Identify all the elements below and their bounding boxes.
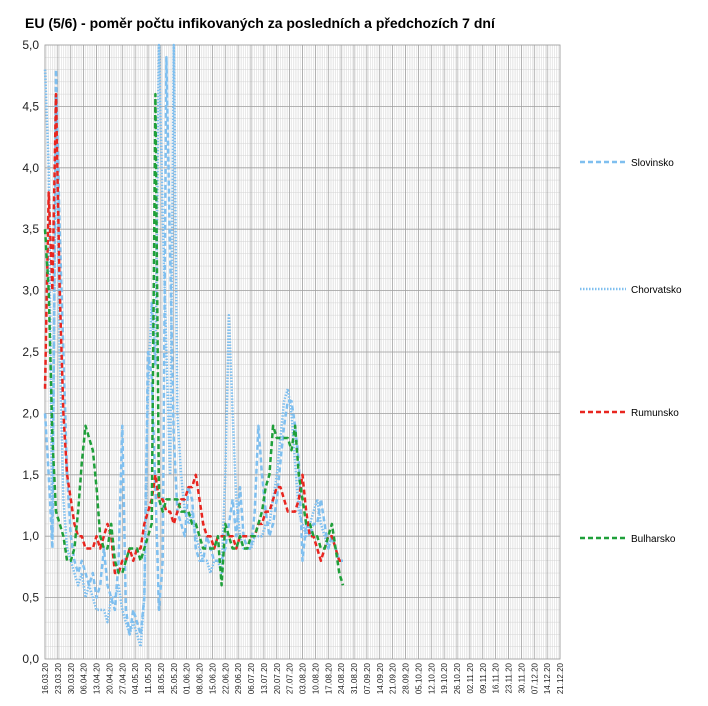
legend-label: Chorvatsko — [631, 285, 682, 296]
x-tick-label: 23.03.20 — [54, 662, 63, 694]
legend-label: Slovinsko — [631, 158, 674, 169]
x-tick-label: 05.10.20 — [414, 662, 423, 694]
x-tick-label: 03.08.20 — [299, 662, 308, 694]
y-tick-label: 0,0 — [22, 652, 39, 666]
x-tick-label: 20.04.20 — [105, 662, 114, 694]
y-tick-label: 2,5 — [22, 345, 39, 359]
y-tick-label: 3,0 — [22, 284, 39, 298]
x-tick-label: 29.06.20 — [234, 662, 243, 694]
y-tick-label: 1,0 — [22, 529, 39, 543]
legend: Slovinsko Chorvatsko Rumunsko Bulharsko — [580, 158, 682, 545]
x-tick-label: 21.09.20 — [389, 662, 398, 694]
x-tick-label: 22.06.20 — [221, 662, 230, 694]
chart-title: EU (5/6) - poměr počtu infikovaných za p… — [25, 15, 496, 31]
x-tick-label: 24.08.20 — [337, 662, 346, 694]
y-tick-label: 4,0 — [22, 161, 39, 175]
x-tick-label: 19.10.20 — [440, 662, 449, 694]
series-line-rumunsko — [43, 92, 343, 575]
x-tick-label: 07.12.20 — [530, 662, 539, 694]
x-tick-label: 26.10.20 — [453, 662, 462, 694]
x-tick-label: 08.06.20 — [196, 662, 205, 694]
x-tick-label: 27.04.20 — [118, 662, 127, 694]
x-tick-label: 10.08.20 — [311, 662, 320, 694]
x-tick-label: 11.05.20 — [144, 662, 153, 693]
legend-label: Bulharsko — [631, 534, 676, 545]
x-tick-label: 14.09.20 — [376, 662, 385, 694]
x-tick-label: 02.11.20 — [466, 662, 475, 693]
x-tick-label: 04.05.20 — [131, 662, 140, 694]
y-tick-label: 0,5 — [22, 591, 39, 605]
y-tick-label: 4,5 — [22, 99, 39, 113]
x-tick-label: 30.11.20 — [517, 662, 526, 693]
x-tick-label: 20.07.20 — [273, 662, 282, 694]
x-tick-label: 23.11.20 — [505, 662, 514, 693]
x-tick-label: 27.07.20 — [286, 662, 295, 694]
x-tick-label: 14.12.20 — [543, 662, 552, 694]
x-tick-label: 25.05.20 — [170, 662, 179, 694]
x-tick-label: 17.08.20 — [324, 662, 333, 694]
y-tick-label: 2,0 — [22, 406, 39, 420]
x-tick-label: 09.11.20 — [479, 662, 488, 693]
x-tick-label: 12.10.20 — [427, 662, 436, 694]
x-tick-label: 15.06.20 — [208, 662, 217, 694]
x-tick-label: 06.07.20 — [247, 662, 256, 694]
x-tick-label: 06.04.20 — [80, 662, 89, 694]
x-tick-label: 16.03.20 — [41, 662, 50, 694]
x-tick-label: 21.12.20 — [556, 662, 565, 694]
series-line-chorvatsko — [43, 43, 343, 648]
y-tick-label: 3,5 — [22, 222, 39, 236]
x-tick-label: 18.05.20 — [157, 662, 166, 694]
axes: 0,0 0,5 1,0 1,5 2,0 2,5 3,0 3,5 4,0 4,5 5,0 16.03.2… — [22, 38, 565, 694]
y-tick-label: 5,0 — [22, 38, 39, 52]
series-layer — [43, 43, 345, 648]
x-tick-label: 13.07.20 — [260, 662, 269, 694]
legend-label: Rumunsko — [631, 408, 679, 419]
x-tick-label: 16.11.20 — [492, 662, 501, 693]
x-tick-label: 01.06.20 — [183, 662, 192, 694]
x-tick-label: 31.08.20 — [350, 662, 359, 694]
x-tick-label: 07.09.20 — [363, 662, 372, 694]
y-tick-label: 1,5 — [22, 468, 39, 482]
x-tick-label: 28.09.20 — [402, 662, 411, 694]
grid — [44, 44, 561, 660]
x-tick-label: 30.03.20 — [67, 662, 76, 694]
x-tick-label: 13.04.20 — [93, 662, 102, 694]
